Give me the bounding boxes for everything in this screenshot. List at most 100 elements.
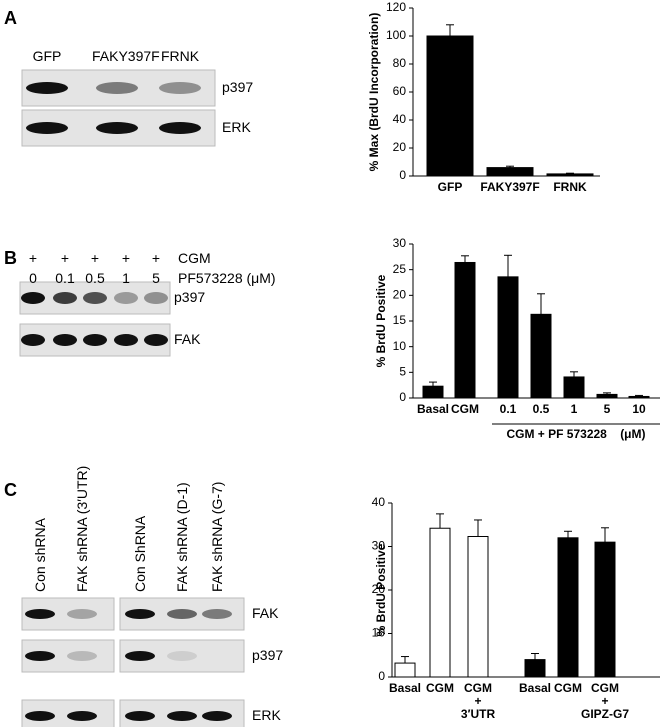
y-tick-label: 0 [399,168,406,182]
x-tick-label: CGM [451,402,479,416]
y-tick-label: 15 [393,313,407,327]
bar [594,541,616,678]
x-tick-label: FRNK [553,180,587,194]
treatment-mark: + [151,250,161,266]
treatment-label: CGM [178,250,211,266]
x-tick-label: CGM [426,681,454,695]
y-tick-label: 80 [393,56,407,70]
bar [497,276,519,399]
blot-band [83,292,107,304]
blot-band [167,609,197,619]
bar [596,393,618,399]
annotation: CGM + PF 573228 (μM) [506,427,646,441]
panel-letter: C [4,480,17,500]
lane-label: Con ShRNA [132,515,148,592]
blot-band [25,651,55,661]
bar [524,659,546,678]
dose-label: 0 [29,270,37,286]
treatment-mark: + [28,250,38,266]
blot-band [144,334,168,346]
blot-band [114,292,138,304]
dose-label: 0.5 [85,270,105,286]
y-tick-label: 40 [372,495,386,509]
y-axis-label: % Max (BrdU Incorporation) [367,13,381,172]
y-tick-label: 0 [399,390,406,404]
x-tick-label: Basal [388,681,422,695]
bar [394,662,416,678]
y-tick-label: 120 [386,0,406,14]
x-tick-label: 1 [570,402,578,416]
treatment-mark: + [60,250,70,266]
y-tick-label: 30 [372,539,386,553]
blot-band [83,334,107,346]
panel-letter: B [4,248,17,268]
y-tick-label: 30 [393,236,407,250]
y-axis-label: % BrdU Positive [374,543,388,636]
x-tick-label: GFP [437,180,463,194]
y-tick-label: 10 [372,626,386,640]
y-tick-label: 20 [372,582,386,596]
row-label: FAK [252,605,279,621]
row-label: p397 [222,79,254,95]
blot-band [21,334,45,346]
bar [628,395,650,399]
x-tick-label: 0.5 [532,402,550,416]
blot-band [159,122,201,134]
panel-letter: A [4,8,17,28]
blot-band [67,711,97,721]
blot-band [26,122,68,134]
y-tick-label: 60 [393,84,407,98]
blot-band [26,82,68,94]
lane-label: FAK shRNA (3′UTR) [74,465,90,592]
blot-band [202,711,232,721]
blot-band [202,609,232,619]
bar [486,167,534,177]
treatment-mark: + [121,250,131,266]
x-tick-label: CGM [554,681,582,695]
bar [467,535,489,678]
blot-band [67,609,97,619]
blot-band [21,292,45,304]
y-axis-label: % BrdU Positive [374,274,388,367]
row-label: p397 [252,647,284,663]
dose-label: 1 [122,270,130,286]
y-tick-label: 10 [393,339,407,353]
x-tick-label: Basal [416,402,450,416]
row-label: ERK [222,119,251,135]
y-tick-label: 25 [393,262,407,276]
bar [426,35,474,177]
bar [563,376,585,399]
blot-band [159,82,201,94]
row-label: p397 [174,289,206,305]
blot-band [67,651,97,661]
bar [422,385,444,399]
blot-band [53,292,77,304]
treatment-mark: + [90,250,100,266]
lane-label: GFP [32,48,62,64]
bar [429,527,451,678]
x-tick-label: 10 [632,402,646,416]
y-tick-label: 40 [393,112,407,126]
bar [546,173,594,177]
y-tick-label: 100 [386,28,406,42]
x-tick-label: 5 [603,402,611,416]
x-tick-label: CGM + 3′UTR [460,681,496,721]
lane-label: Con shRNA [32,518,48,592]
dose-label: 0.1 [55,270,75,286]
blot-band [167,711,197,721]
blot-band [96,82,138,94]
blot-membrane [21,699,115,727]
x-tick-label: FAKY397F [480,180,540,194]
y-tick-label: 20 [393,288,407,302]
blot-band [144,292,168,304]
y-tick-label: 5 [399,365,406,379]
blot-band [96,122,138,134]
x-tick-label: CGM + GIPZ-G7 [580,681,630,721]
row-label: FAK [174,331,201,347]
x-tick-label: 0.1 [499,402,517,416]
blot-band [125,651,155,661]
blot-band [125,609,155,619]
blot-band [25,711,55,721]
